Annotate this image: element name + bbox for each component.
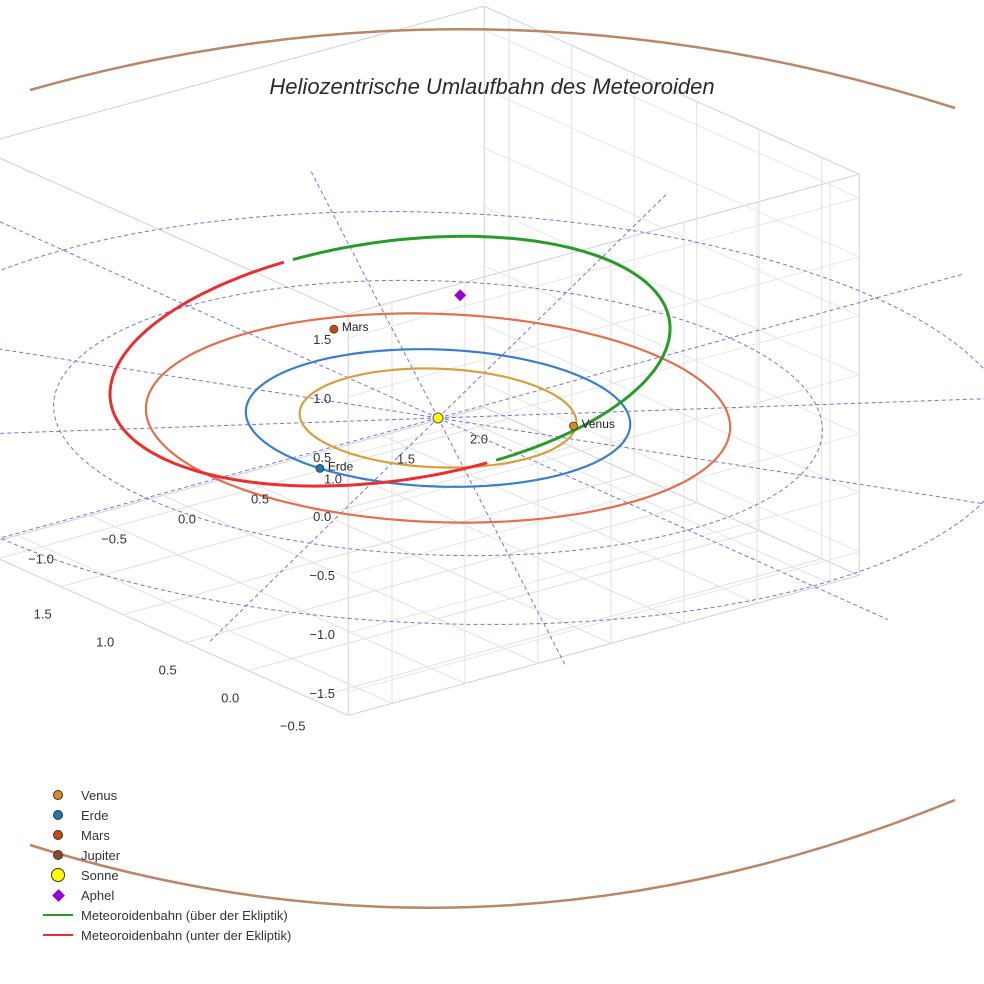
planet-erde-label: Erde — [328, 459, 354, 473]
legend-marker — [40, 850, 76, 860]
planet-mars-marker — [329, 324, 339, 334]
sun-marker — [432, 412, 444, 424]
wall-gridline — [348, 324, 861, 634]
wall-gridline — [348, 206, 861, 516]
floor-gridline — [89, 514, 466, 684]
box-edge — [348, 574, 860, 716]
legend-marker — [40, 790, 76, 800]
z-tick-label: 0.0 — [313, 509, 331, 524]
planet-mars-label: Mars — [342, 320, 369, 334]
ecliptic-spoke — [437, 417, 889, 621]
aphel-marker — [454, 289, 467, 302]
y-tick-label: 2.0 — [470, 431, 488, 446]
ecliptic-spoke — [310, 171, 439, 419]
wall-gridline — [348, 147, 861, 457]
floor-gridline — [123, 474, 635, 616]
box-edge — [483, 5, 860, 175]
box-edge — [0, 558, 349, 716]
legend-marker — [40, 810, 76, 820]
orbit-jupiter-bottom — [29, 798, 956, 910]
y-tick-label: 1.0 — [324, 471, 342, 486]
ecliptic-spoke — [437, 192, 669, 419]
orbit-erde — [244, 348, 632, 488]
chart-title: Heliozentrische Umlaufbahn des Meteoroid… — [269, 74, 715, 99]
legend-item: Jupiter — [40, 845, 291, 865]
ecliptic-spoke — [437, 417, 984, 505]
ecliptic-spoke — [207, 417, 439, 644]
box-edge — [0, 157, 349, 315]
y-tick-label: 0.0 — [178, 511, 196, 526]
planet-venus-label: Venus — [582, 417, 615, 431]
meteoroid-orbit-below — [108, 260, 488, 488]
x-tick-label: 1.0 — [96, 635, 114, 650]
ecliptic-spoke — [0, 348, 439, 419]
box-edge — [348, 173, 860, 315]
legend-item: Aphel — [40, 885, 291, 905]
z-tick-label: −0.5 — [309, 568, 335, 583]
legend-label: Meteoroidenbahn (über der Ekliptik) — [81, 907, 288, 923]
orbit-jupiter-top — [29, 28, 956, 110]
floor-gridline — [308, 454, 685, 624]
z-tick-label: 0.5 — [313, 450, 331, 465]
floor-gridline — [162, 494, 539, 664]
legend-label: Sonne — [81, 867, 119, 883]
x-tick-label: 0.0 — [221, 691, 239, 706]
legend-marker — [40, 830, 76, 840]
legend-label: Venus — [81, 787, 118, 803]
floor-gridline — [60, 446, 572, 588]
wall-gridline — [348, 383, 861, 693]
legend-item: Meteoroidenbahn (über der Ekliptik) — [40, 905, 291, 925]
ecliptic-spoke — [0, 221, 439, 419]
y-tick-label: 0.5 — [251, 491, 269, 506]
legend-item: Sonne — [40, 865, 291, 885]
z-tick-label: −1.0 — [309, 627, 335, 642]
z-tick-label: −1.5 — [309, 686, 335, 701]
ecliptic-spoke — [437, 398, 984, 419]
orbit-venus — [298, 367, 578, 469]
planet-erde-marker — [315, 463, 325, 473]
wall-gridline — [348, 88, 861, 398]
orbit-mars — [144, 312, 732, 524]
floor-gridline — [16, 534, 393, 704]
floor-gridline — [185, 502, 697, 644]
legend-label: Mars — [81, 827, 110, 843]
legend-item: Venus — [40, 785, 291, 805]
floor-gridline — [0, 418, 510, 559]
x-tick-label: 1.5 — [34, 607, 52, 622]
legend-item: Mars — [40, 825, 291, 845]
legend: Venus Erde Mars Jupiter Sonne Aphel Meteoroide… — [40, 785, 291, 945]
legend-label: Jupiter — [81, 847, 121, 863]
wall-gridline — [348, 29, 861, 339]
x-tick-label: 0.5 — [159, 663, 177, 678]
x-tick-label: −0.5 — [280, 719, 306, 734]
meteoroid-orbit-above — [456, 234, 672, 462]
floor-gridline — [310, 558, 822, 700]
legend-item: Meteoroidenbahn (unter der Ekliptik) — [40, 925, 291, 945]
legend-marker — [40, 868, 76, 882]
z-tick-label: 1.5 — [313, 332, 331, 347]
legend-item: Erde — [40, 805, 291, 825]
meteoroid-orbit-above — [292, 234, 457, 262]
floor-gridline — [235, 474, 612, 644]
legend-label: Aphel — [81, 887, 115, 903]
y-tick-label: 1.5 — [397, 451, 415, 466]
legend-line-swatch — [40, 934, 76, 936]
legend-line-swatch — [40, 914, 76, 916]
wall-gridline — [348, 265, 861, 575]
planet-venus-marker — [569, 421, 578, 431]
z-tick-label: 1.0 — [313, 391, 331, 406]
y-tick-label: −1.0 — [28, 551, 54, 566]
legend-label: Meteoroidenbahn (unter der Ekliptik) — [81, 927, 292, 943]
box-edge — [483, 406, 860, 576]
floor-gridline — [381, 434, 758, 604]
floor-gridline — [248, 530, 760, 672]
legend-marker — [40, 888, 76, 902]
legend-label: Erde — [81, 807, 109, 823]
ecliptic-spoke — [0, 417, 439, 434]
y-tick-label: −0.5 — [101, 531, 127, 546]
ecliptic-spoke — [437, 273, 964, 419]
ecliptic-spoke — [437, 417, 566, 665]
